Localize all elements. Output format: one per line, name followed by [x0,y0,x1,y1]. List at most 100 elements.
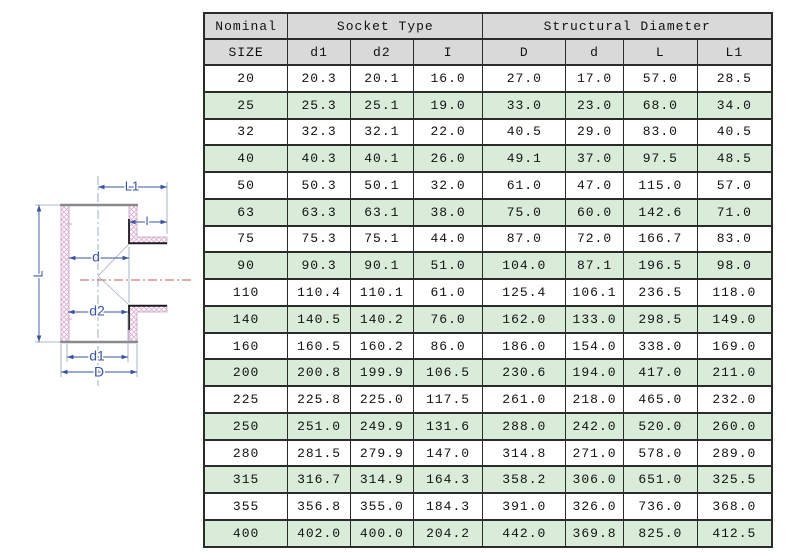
table-body: 20 20.3 20.1 16.0 27.0 17.0 57.0 28.5 25 25.3 25.1… [203,64,773,548]
table-cell: 50.3 [287,171,351,200]
table-cell: 825.0 [622,519,698,548]
table-row: 200 200.8 199.9 106.5 230.6 194.0 417.0 211.0 [203,358,773,388]
table-cell: 154.0 [565,331,624,361]
table-cell: 391.0 [482,492,567,522]
table-cell: 279.9 [349,438,414,468]
table-cell: 298.5 [622,304,698,334]
table-cell: 314.9 [349,465,414,495]
table-cell: 251.0 [287,411,351,441]
table-cell: 76.0 [412,304,484,334]
table-cell: 325.5 [696,465,773,495]
table-row: 280 281.5 279.9 147.0 314.8 271.0 578.0 289.0 [203,438,773,468]
construction-lines [97,243,130,306]
table-cell: 32 [203,117,289,147]
table-cell: 83.0 [622,117,698,147]
table-cell: 40.5 [696,117,773,147]
table-cell: 61.0 [412,278,484,307]
table-cell: 160.5 [287,331,351,361]
table-cell: 71.0 [696,197,773,227]
table-cell: 368.0 [696,492,773,522]
table-row: 160 160.5 160.2 86.0 186.0 154.0 338.0 169.0 [203,331,773,361]
socket-shoulder-ticks [68,223,72,320]
table-cell: 355 [203,492,289,522]
table-cell: 166.7 [622,224,698,254]
table-cell: 90.3 [287,251,351,281]
table-cell: 169.0 [696,331,773,361]
table-cell: 33.0 [482,90,567,120]
table-cell: 260.0 [696,411,773,441]
table-cell: 355.0 [349,492,414,522]
table-cell: 29.0 [565,117,624,147]
col-header-size: SIZE [203,38,289,66]
table-cell: 25 [203,90,289,120]
pipe-wall-hatch [60,204,168,343]
table-cell: 20.3 [287,64,351,93]
col-header-d: d [565,38,624,66]
table-cell: 184.3 [412,492,484,522]
table-cell: 147.0 [412,438,484,468]
table-row: 140 140.5 140.2 76.0 162.0 133.0 298.5 149.0 [203,304,773,334]
table-cell: 578.0 [622,438,698,468]
table-cell: 400 [203,519,289,548]
dim-label-d2: d2 [89,303,105,319]
table-cell: 37.0 [565,144,624,174]
table-cell: 63 [203,197,289,227]
table-cell: 402.0 [287,519,351,548]
table-cell: 50 [203,171,289,200]
table-row: 20 20.3 20.1 16.0 27.0 17.0 57.0 28.5 [203,64,773,93]
table-cell: 40 [203,144,289,174]
spec-table: Nominal Socket Type Structural Diameter … [203,12,773,548]
table-cell: 86.0 [412,331,484,361]
table-cell: 651.0 [622,465,698,495]
table-cell: 75.0 [482,197,567,227]
table-row: 63 63.3 63.1 38.0 75.0 60.0 142.6 71.0 [203,197,773,227]
table-cell: 117.5 [412,385,484,414]
table-cell: 23.0 [565,90,624,120]
table-cell: 250 [203,411,289,441]
table-cell: 225.0 [349,385,414,414]
table-cell: 356.8 [287,492,351,522]
table-cell: 63.3 [287,197,351,227]
dim-label-d: d [92,249,100,265]
table-cell: 140 [203,304,289,334]
table-cell: 40.5 [482,117,567,147]
table-row: 355 356.8 355.0 184.3 391.0 326.0 736.0 368.0 [203,492,773,522]
table-cell: 28.5 [696,64,773,93]
table-cell: 230.6 [482,358,567,388]
table-cell: 40.3 [287,144,351,174]
table-cell: 314.8 [482,438,567,468]
table-cell: 75.1 [349,224,414,254]
table-cell: 19.0 [412,90,484,120]
table-cell: 242.0 [565,411,624,441]
table-cell: 249.9 [349,411,414,441]
table-cell: 281.5 [287,438,351,468]
table-cell: 75.3 [287,224,351,254]
table-cell: 194.0 [565,358,624,388]
table-cell: 22.0 [412,117,484,147]
table-cell: 104.0 [482,251,567,281]
col-header-d1: d1 [287,38,351,66]
table-row: 32 32.3 32.1 22.0 40.5 29.0 83.0 40.5 [203,117,773,147]
table-cell: 288.0 [482,411,567,441]
table-row: 250 251.0 249.9 131.6 288.0 242.0 520.0 260.0 [203,411,773,441]
table-cell: 115.0 [622,171,698,200]
table-row: 90 90.3 90.1 51.0 104.0 87.1 196.5 98.0 [203,251,773,281]
table-cell: 306.0 [565,465,624,495]
header-socket-type: Socket Type [287,12,484,40]
socket-edge [128,219,167,330]
table-cell: 87.1 [565,251,624,281]
table-row: 315 316.7 314.9 164.3 358.2 306.0 651.0 325.5 [203,465,773,495]
table-cell: 289.0 [696,438,773,468]
table-cell: 465.0 [622,385,698,414]
header-group-row: Nominal Socket Type Structural Diameter [203,12,773,40]
header-nominal: Nominal [203,12,289,40]
table-cell: 49.1 [482,144,567,174]
table-cell: 442.0 [482,519,567,548]
table-cell: 98.0 [696,251,773,281]
table-cell: 369.8 [565,519,624,548]
table-cell: 199.9 [349,358,414,388]
table-cell: 38.0 [412,197,484,227]
table-cell: 51.0 [412,251,484,281]
table-cell: 140.2 [349,304,414,334]
table-cell: 44.0 [412,224,484,254]
